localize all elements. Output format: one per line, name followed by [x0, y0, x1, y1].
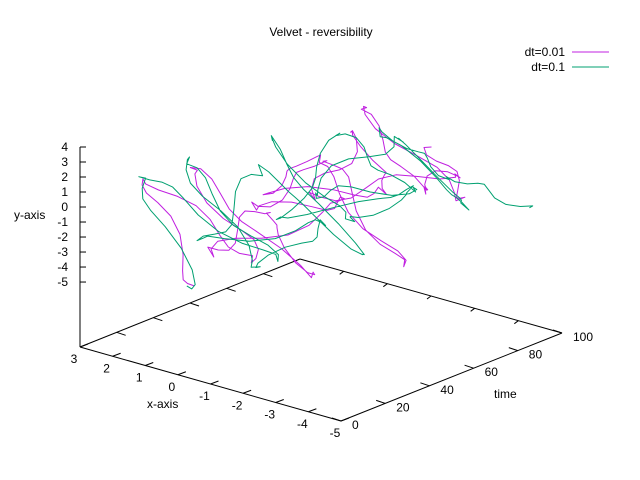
time-tick-mark: [376, 399, 386, 404]
time-tick-mark: [331, 417, 342, 422]
x-tick-label: -4: [297, 417, 308, 431]
y-tick-label: 3: [61, 155, 68, 169]
y-tick-label: -5: [57, 275, 68, 289]
y-axis-label: y-axis: [14, 208, 45, 222]
y-tick-label: -1: [57, 215, 68, 229]
y-tick-label: 1: [61, 185, 68, 199]
x-tick-mark: [177, 371, 187, 376]
back-x-tick-mark: [263, 273, 273, 278]
x-tick-mark: [112, 352, 121, 357]
y-tick-label: 4: [61, 140, 68, 154]
time-tick-mark: [464, 364, 474, 369]
time-tick-label: 40: [440, 383, 454, 397]
back-x-tick-mark: [226, 287, 236, 292]
x-tick-mark: [210, 380, 219, 385]
x-axis-label: x-axis: [147, 397, 178, 411]
x-tick-label: 3: [71, 352, 78, 366]
x-tick-mark: [145, 362, 154, 366]
time-tick-label: 80: [529, 348, 543, 362]
back-time-tick-mark: [383, 283, 388, 288]
time-tick-mark: [508, 347, 518, 352]
time-axis-line: [340, 332, 563, 422]
y-tick-label: 0: [61, 200, 68, 214]
legend-label: dt=0.01: [525, 45, 566, 59]
series-line-1: [141, 105, 466, 287]
axis-ticks: 43210-1-2-3-4-53210-1-2-3-4-502040608010…: [57, 140, 593, 440]
legend-label: dt=0.1: [531, 60, 565, 74]
x-tick-mark: [275, 399, 284, 403]
x-tick-mark: [79, 343, 89, 348]
time-tick-mark: [420, 382, 430, 387]
y-tick-label: 2: [61, 170, 68, 184]
time-tick-label: 60: [485, 365, 499, 379]
back-time-tick-mark: [470, 307, 475, 312]
x-tick-mark: [242, 389, 252, 394]
back-time-tick-mark: [339, 270, 344, 275]
time-tick-label: 20: [396, 400, 410, 414]
y-tick-label: -2: [57, 230, 68, 244]
x-tick-label: 0: [169, 380, 176, 394]
x-tick-label: 1: [136, 371, 143, 385]
y-tick-label: -3: [57, 245, 68, 259]
x-tick-mark: [340, 417, 350, 422]
x-tick-label: 2: [103, 361, 110, 375]
x-tick-label: -1: [199, 389, 210, 403]
time-axis-label: time: [494, 387, 517, 401]
back-time-tick-mark: [514, 320, 519, 325]
series-traces: [138, 105, 534, 290]
series-line-2: [138, 127, 534, 290]
time-tick-label: 100: [573, 330, 593, 344]
back-x-tick-mark: [116, 331, 126, 336]
x-tick-mark: [308, 408, 317, 413]
back-x-tick-mark: [153, 317, 163, 322]
back-time-tick-mark: [426, 295, 432, 300]
x-tick-label: -2: [232, 398, 243, 412]
time-tick-mark: [552, 329, 563, 334]
x-tick-label: -3: [264, 408, 275, 422]
back-x-tick-mark: [189, 302, 200, 307]
x-tick-label: -5: [330, 426, 341, 440]
chart-title: Velvet - reversibility: [269, 25, 372, 39]
y-tick-label: -4: [57, 260, 68, 274]
time-tick-label: 0: [352, 418, 359, 432]
